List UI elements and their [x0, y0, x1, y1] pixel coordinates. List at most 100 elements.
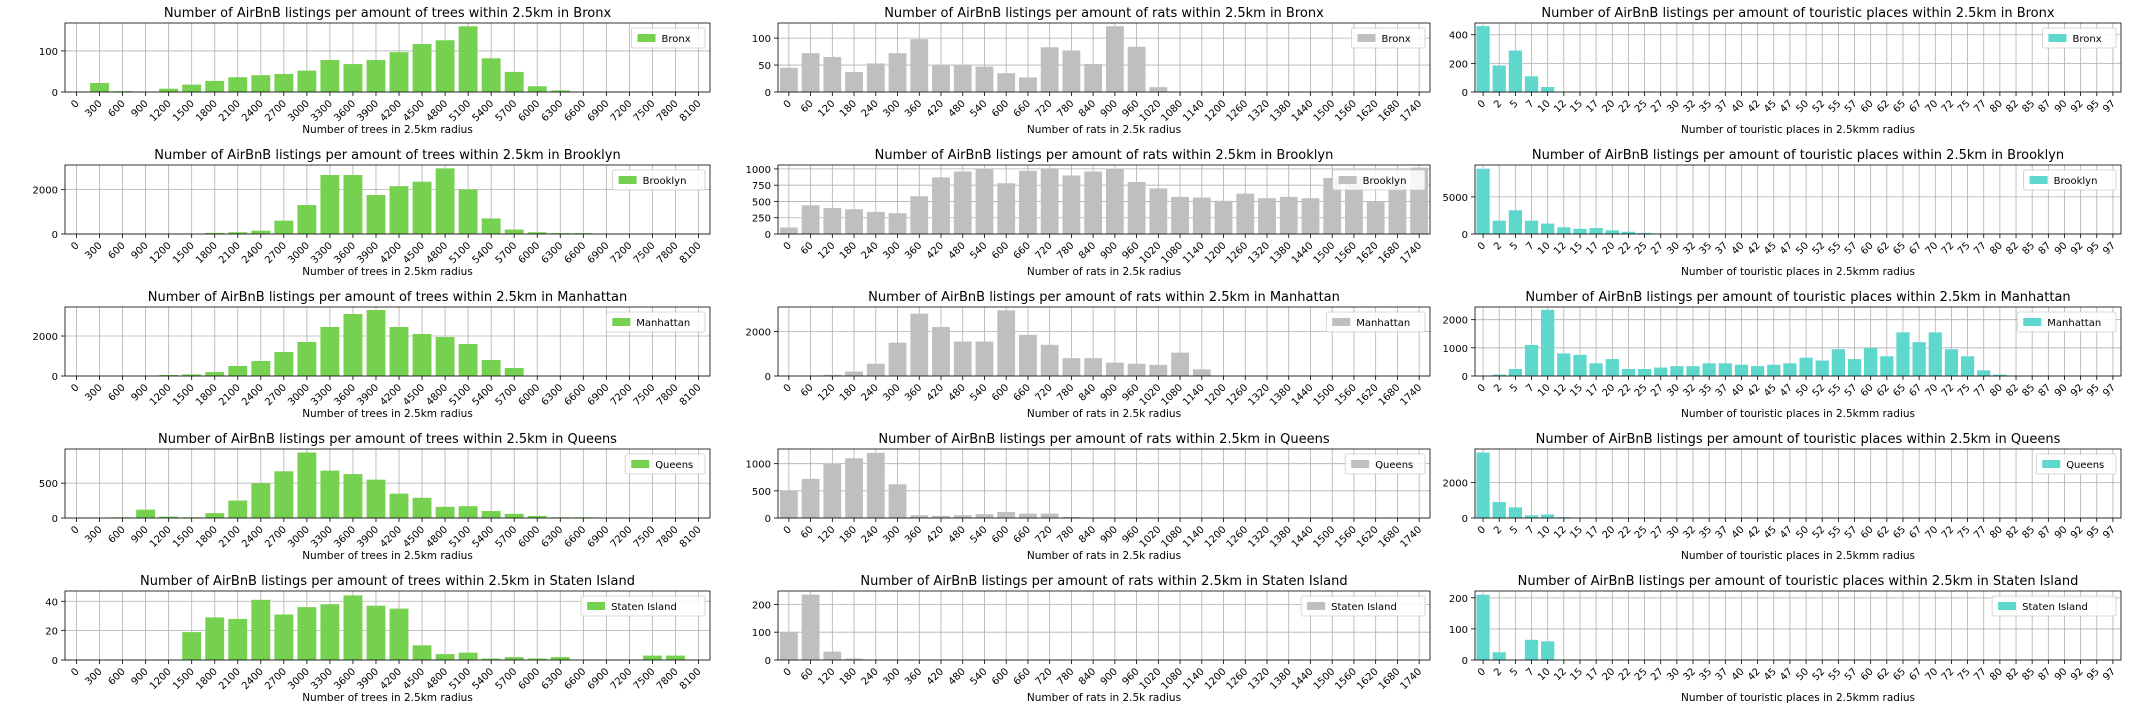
bar: [845, 72, 863, 92]
bar: [823, 374, 842, 376]
bar: [1637, 232, 1652, 234]
x-tick-label: 70: [1924, 666, 1941, 683]
x-tick-label: 47: [1778, 666, 1795, 683]
x-tick-label: 97: [2101, 666, 2118, 683]
bar: [1062, 175, 1081, 234]
legend-box: [1351, 27, 1426, 49]
y-tick-label: 0: [52, 88, 58, 99]
plot-frame: [64, 306, 711, 377]
bar: [1508, 368, 1522, 376]
y-tick-label: 2000: [1443, 316, 1468, 327]
bar: [1557, 353, 1571, 376]
chart-title: Number of AirBnB listings per amount of …: [860, 574, 1347, 589]
bar: [389, 608, 409, 660]
bar: [1960, 356, 1975, 376]
y-tick-label: 200: [1449, 59, 1468, 70]
bar: [343, 175, 363, 234]
legend-label: Staten Island: [611, 602, 677, 613]
bar: [1702, 363, 1716, 376]
bar: [527, 658, 547, 660]
bar: [1605, 230, 1619, 234]
legend-swatch: [1338, 176, 1357, 184]
bar: [343, 595, 363, 660]
bar: [550, 657, 570, 660]
legend-swatch: [2048, 34, 2067, 42]
bar: [1105, 168, 1124, 234]
legend-label: Manhattan: [2047, 318, 2101, 329]
bar: [801, 594, 820, 660]
x-tick-label: 57: [1843, 666, 1860, 683]
bar: [435, 168, 455, 234]
bar: [504, 71, 524, 92]
legend-swatch: [1332, 318, 1351, 326]
x-tick-label: 40: [1730, 666, 1747, 683]
legend-swatch: [631, 460, 650, 468]
bar: [1149, 364, 1168, 376]
x-tick-label: 37: [1714, 666, 1731, 683]
y-tick-label: 400: [1449, 31, 1468, 42]
bar: [159, 516, 179, 518]
y-tick-label: 0: [765, 88, 771, 99]
bar: [412, 645, 432, 660]
x-tick-label: 32: [1681, 666, 1698, 683]
bar: [997, 512, 1016, 518]
legend-swatch: [1998, 602, 2017, 610]
bar: [274, 73, 294, 92]
bar: [1019, 334, 1037, 376]
bar: [1524, 515, 1539, 518]
x-tick-label: 22: [1617, 666, 1634, 683]
y-tick-label: 1000: [1443, 344, 1468, 355]
bar: [1557, 517, 1571, 518]
plot-frame: [777, 164, 1431, 235]
y-tick-label: 200: [1449, 594, 1468, 605]
bar: [1589, 228, 1603, 234]
x-tick-label: 62: [1875, 666, 1892, 683]
bar: [1127, 363, 1146, 376]
bar: [366, 59, 386, 92]
bar: [251, 483, 271, 518]
bar: [1279, 196, 1298, 234]
legend-swatch: [1307, 602, 1326, 610]
bar: [1557, 227, 1571, 234]
bar: [1847, 359, 1862, 376]
bar: [251, 599, 271, 660]
bar: [888, 342, 907, 376]
bar: [1019, 513, 1037, 518]
bar: [458, 26, 478, 93]
y-tick-label: 0: [765, 230, 771, 241]
chart-title: Number of AirBnB listings per amount of …: [875, 148, 1334, 163]
x-axis-label: Number of rats in 2.5k radius: [1027, 550, 1181, 562]
bar: [504, 229, 524, 234]
x-tick-label: 27: [1649, 666, 1666, 683]
plot-frame: [777, 448, 1431, 519]
x-axis-label: Number of rats in 2.5k radius: [1027, 692, 1181, 704]
bar: [274, 471, 294, 518]
legend-swatch: [2042, 460, 2061, 468]
y-tick-label: 100: [39, 47, 58, 58]
x-axis-label: Number of touristic places in 2.5kmm rad…: [1681, 124, 1915, 136]
bar: [779, 67, 798, 92]
bar: [1896, 332, 1910, 376]
x-tick-label: 80: [1988, 666, 2005, 683]
plot-frame: [1474, 22, 2122, 93]
y-tick-label: 200: [752, 600, 771, 611]
y-tick-label: 2000: [746, 327, 771, 338]
bar: [642, 655, 662, 660]
bar: [1323, 178, 1342, 234]
y-tick-label: 100: [752, 628, 771, 639]
bar: [251, 75, 271, 92]
y-tick-label: 100: [1449, 625, 1468, 636]
bar: [1621, 368, 1636, 376]
bar: [504, 368, 524, 376]
x-tick-label: 42: [1746, 666, 1763, 683]
bar: [932, 65, 950, 92]
bar: [1573, 228, 1587, 234]
bar: [412, 334, 432, 376]
bar: [435, 337, 455, 376]
bar: [320, 59, 340, 92]
bar: [205, 80, 225, 92]
